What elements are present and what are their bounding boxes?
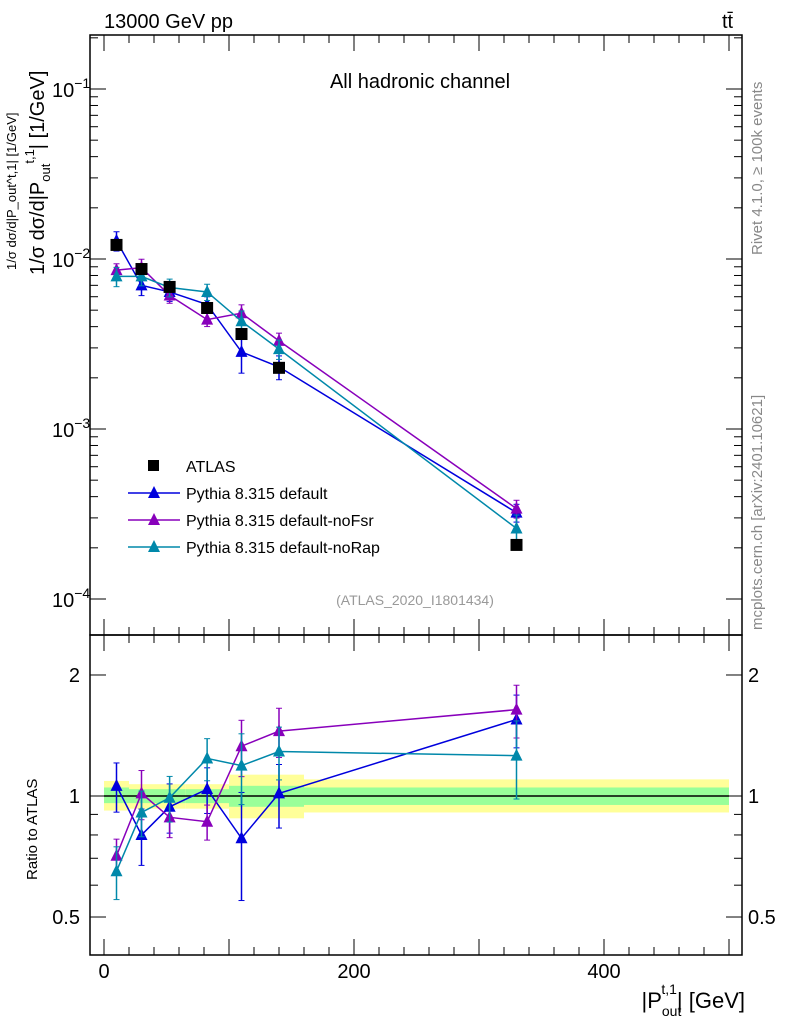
series-line-1 xyxy=(116,266,517,510)
data-point-2 xyxy=(201,284,214,297)
data-point-2 xyxy=(235,758,248,771)
atlas-data-point xyxy=(510,538,523,551)
y-tick-label: 10−4 xyxy=(52,585,90,612)
legend-label-atlas: ATLAS xyxy=(186,459,236,476)
atlas-data-point xyxy=(163,280,176,293)
data-point-1 xyxy=(510,702,523,715)
x-tick-label: 200 xyxy=(337,961,370,983)
y-tick-label: 2 xyxy=(69,665,80,687)
data-point-2 xyxy=(510,521,523,534)
legend-label: Pythia 8.315 default-noFsr xyxy=(186,513,374,530)
legend-label: Pythia 8.315 default-noRap xyxy=(186,540,380,557)
atlas-data-point xyxy=(201,301,214,314)
data-point-2 xyxy=(273,744,285,757)
data-point-1 xyxy=(201,814,214,827)
legend-marker-atlas xyxy=(148,460,159,471)
header-process: tt̄ xyxy=(722,11,734,33)
y-tick-label: 0.5 xyxy=(52,907,80,929)
rivet-version: Rivet 4.1.0, ≥ 100k events xyxy=(749,82,766,255)
data-point-1 xyxy=(510,501,523,514)
data-point-2 xyxy=(110,269,123,282)
data-point-2 xyxy=(135,269,148,282)
y-tick-label: 10−3 xyxy=(52,415,90,442)
legend-marker xyxy=(148,513,160,525)
svg-text:1/σ dσ/d|Poutt,1| [1/GeV]: 1/σ dσ/d|Poutt,1| [1/GeV] xyxy=(22,71,53,275)
data-point-0 xyxy=(235,344,248,357)
atlas-data-point xyxy=(110,238,123,251)
data-point-2 xyxy=(110,864,123,877)
header-energy: 13000 GeV pp xyxy=(104,11,233,33)
atlas-data-point xyxy=(135,263,148,276)
x-tick-label: 0 xyxy=(98,961,109,983)
data-point-2 xyxy=(235,314,248,327)
atlas-data-point xyxy=(235,328,248,341)
y-axis-label-main: 1/σ dσ/d|Poutt,1| [1/GeV] xyxy=(22,71,53,275)
y-tick-label-right: 0.5 xyxy=(748,907,776,929)
y-axis-label-full: 1/σ dσ/d|P_out^t,1| [1/GeV] xyxy=(4,112,19,270)
y-tick-label-right: 2 xyxy=(748,665,759,687)
data-point-2 xyxy=(163,790,176,803)
series-line-0 xyxy=(115,718,517,840)
data-point-0 xyxy=(235,831,248,844)
y-tick-label: 10−2 xyxy=(52,245,90,272)
data-point-2 xyxy=(510,748,523,761)
data-point-0 xyxy=(110,778,123,791)
legend-label: Pythia 8.315 default xyxy=(186,486,328,503)
atlas-data-point xyxy=(273,361,285,374)
y-tick-label-right: 1 xyxy=(748,786,759,808)
data-point-2 xyxy=(135,805,148,818)
data-point-0 xyxy=(273,786,285,799)
legend-marker xyxy=(148,540,160,552)
data-point-2 xyxy=(273,342,285,355)
x-axis-label: |Poutt,1| [GeV] xyxy=(641,981,745,1019)
ratio-frame xyxy=(89,634,743,956)
y-axis-label-ratio: Ratio to ATLAS xyxy=(24,779,41,880)
y-tick-label: 1 xyxy=(69,786,80,808)
data-point-0 xyxy=(201,782,214,795)
data-point-1 xyxy=(201,312,214,325)
legend-marker xyxy=(148,486,160,498)
mcplots-credit: mcplots.cern.ch [arXiv:2401.10621] xyxy=(749,395,766,630)
chart-title: All hadronic channel xyxy=(330,71,510,93)
x-tick-label: 400 xyxy=(587,961,620,983)
analysis-id: (ATLAS_2020_I1801434) xyxy=(336,592,494,608)
data-point-2 xyxy=(201,751,214,764)
y-tick-label: 10−1 xyxy=(52,75,90,102)
